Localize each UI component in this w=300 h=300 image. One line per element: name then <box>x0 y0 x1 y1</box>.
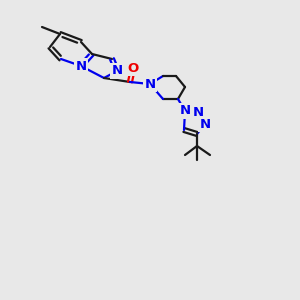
Text: O: O <box>128 61 139 74</box>
Text: N: N <box>179 104 191 118</box>
Text: N: N <box>200 118 211 130</box>
Text: N: N <box>192 106 204 119</box>
Text: N: N <box>144 77 156 91</box>
Text: N: N <box>75 59 87 73</box>
Text: N: N <box>111 64 123 77</box>
